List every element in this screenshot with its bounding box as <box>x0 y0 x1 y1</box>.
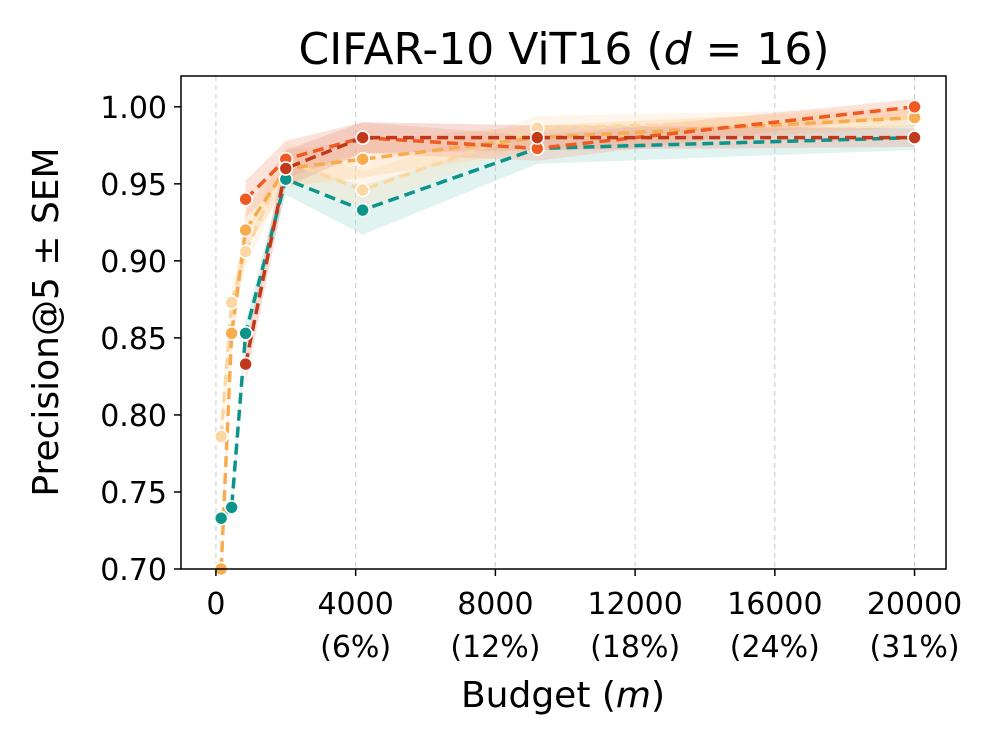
point-dark-red-3 <box>530 130 545 145</box>
point-light-peach-0 <box>213 429 229 444</box>
x-tick-label-0: 0 <box>206 587 225 622</box>
point-teal-2 <box>238 325 253 341</box>
x-tick-label-1: 4000 <box>317 587 393 622</box>
y-tick-label-3: 0.85 <box>100 322 167 357</box>
x-tick-sublabel-3: (18%) <box>590 630 680 665</box>
chart-title: CIFAR-10 ViT16 (d = 16) <box>298 24 829 75</box>
x-tick-label-2: 8000 <box>457 587 533 622</box>
y-tick-label-0: 0.70 <box>100 553 167 588</box>
x-axis-label: Budget (m) <box>461 675 665 716</box>
series-points <box>213 99 922 577</box>
point-dark-red-0 <box>238 356 253 372</box>
point-light-peach-4 <box>355 182 370 198</box>
sem-band-light-peach <box>221 108 915 452</box>
point-light-peach-2 <box>238 244 253 259</box>
y-axis: 0.70 0.75 0.80 0.85 0.90 0.95 1.00 <box>100 91 181 588</box>
point-light-orange-2 <box>238 222 253 238</box>
point-teal-1 <box>224 500 239 515</box>
y-tick-label-1: 0.75 <box>100 476 167 511</box>
y-tick-label-6: 1.00 <box>100 91 167 126</box>
y-tick-label-5: 0.95 <box>100 168 167 203</box>
point-orange-red-0 <box>238 191 253 207</box>
point-light-orange-1 <box>224 325 239 341</box>
point-orange-red-4 <box>907 99 922 115</box>
x-tick-label-4: 16000 <box>727 587 822 622</box>
x-tick-sublabel-4: (24%) <box>730 630 820 665</box>
point-teal-0 <box>213 510 229 526</box>
point-light-peach-1 <box>224 295 239 310</box>
x-tick-label-3: 12000 <box>587 587 682 622</box>
x-tick-sublabel-1: (6%) <box>320 630 391 665</box>
point-light-orange-4 <box>355 151 370 167</box>
point-teal-4 <box>355 202 370 218</box>
x-tick-label-5: 20000 <box>867 587 962 622</box>
x-tick-sublabel-5: (31%) <box>870 630 960 665</box>
point-dark-red-1 <box>278 161 294 176</box>
y-tick-label-2: 0.80 <box>100 399 167 434</box>
sem-band-orange-red <box>245 99 915 218</box>
y-axis-label: Precision@5 ± SEM <box>26 147 67 496</box>
plot-frame <box>180 75 947 570</box>
x-tick-sublabel-2: (12%) <box>450 630 540 665</box>
sem-band-dark-red <box>245 122 915 383</box>
point-dark-red-2 <box>355 130 370 145</box>
y-tick-label-4: 0.90 <box>100 245 167 280</box>
point-dark-red-4 <box>907 130 922 145</box>
x-axis: 0 4000 (6%) 8000 (12%) 12000 (18%) 16000 (24%) 20… <box>206 569 962 665</box>
